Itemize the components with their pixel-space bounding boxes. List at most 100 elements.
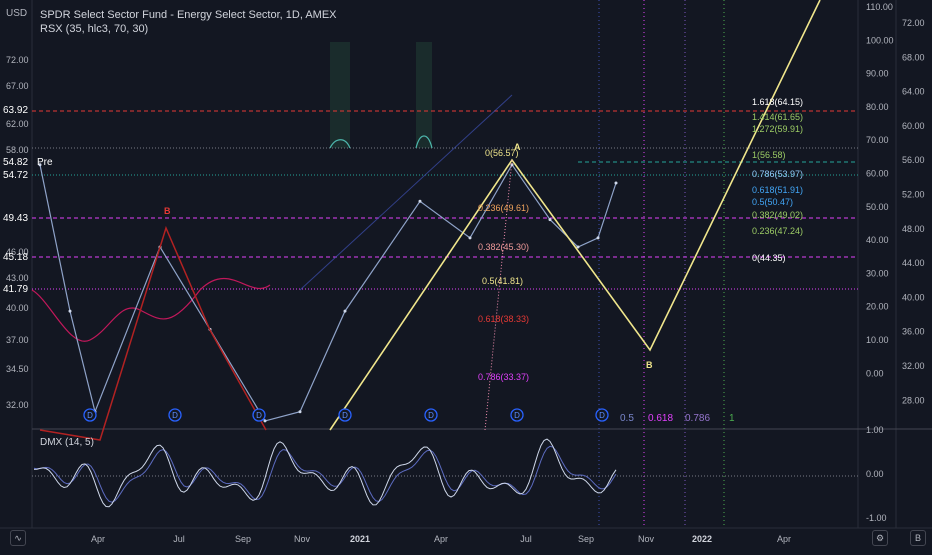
time-axis-tick: Jul — [173, 534, 185, 544]
chart-title: SPDR Select Sector Fund - Energy Select … — [40, 9, 337, 21]
left-axis-tick: 46.00 — [6, 247, 29, 257]
fib-extension-label: 1.272(59.91) — [752, 124, 803, 134]
time-fib-label: 0.786 — [685, 413, 710, 424]
time-axis-tick: Jul — [520, 534, 532, 544]
fib-extension-label: 1(56.58) — [752, 150, 786, 160]
chart-header: SPDR Select Sector Fund - Energy Select … — [40, 8, 337, 36]
fib-retracement-label: 0.382(45.30) — [478, 242, 529, 252]
left-axis-tick: 40.00 — [6, 303, 29, 313]
right-price-tick: 68.00 — [902, 52, 925, 62]
right-rsx-tick: 50.00 — [866, 202, 889, 212]
fib-extension-label: 0.236(47.24) — [752, 226, 803, 236]
dividend-icon[interactable] — [168, 408, 182, 422]
price-tag-41-79: 41.79 — [3, 284, 29, 295]
time-axis-tick: Nov — [294, 534, 311, 544]
right-rsx-tick: 0.00 — [866, 368, 884, 378]
right-price-tick: 64.00 — [902, 87, 925, 97]
price-point — [263, 419, 267, 423]
time-axis-tick: 2021 — [350, 534, 370, 544]
lower-indicator-label[interactable]: DMX (14, 5) — [40, 437, 94, 448]
price-point — [298, 410, 302, 414]
right-rsx-tick: 90.00 — [866, 69, 889, 79]
price-point — [548, 218, 552, 222]
price-tag-45-18: 45.18 — [3, 252, 29, 263]
dividend-icon[interactable] — [424, 408, 438, 422]
dividend-letter: D — [599, 411, 605, 420]
settings-icon[interactable]: ⚙ — [872, 530, 888, 546]
left-axis-tick: 62.00 — [6, 119, 29, 129]
time-fib-label: 0.618 — [648, 413, 673, 424]
wave-label-b-red: B — [164, 206, 171, 216]
fib-labels: 0(56.57) 0.236(49.61) 0.382(45.30) 0.5(41.8… — [164, 97, 803, 424]
dmx-main-line — [33, 438, 617, 508]
right-price-tick: 60.00 — [902, 121, 925, 131]
time-axis-tick: Sep — [578, 534, 594, 544]
time-axis: Apr Jul Sep Nov 2021 Apr Jul Sep Nov 2022 Apr — [91, 534, 791, 544]
right-rsx-tick: 10.00 — [866, 335, 889, 345]
right-rsx-tick: 70.00 — [866, 135, 889, 145]
log-scale-icon[interactable]: B — [910, 530, 926, 546]
fib-retracement-label: 0.786(33.37) — [478, 372, 529, 382]
right-rsx-tick: 30.00 — [866, 268, 889, 278]
dividend-letter: D — [172, 411, 178, 420]
price-tag-63-92: 63.92 — [3, 105, 29, 116]
right-rsx-tick: 60.00 — [866, 169, 889, 179]
fib-trend-dotted — [484, 159, 513, 431]
rsx-band-1 — [330, 42, 350, 148]
price-point — [468, 236, 472, 240]
red-wave-line — [39, 225, 267, 441]
right-price-tick: 32.00 — [902, 361, 925, 371]
dividend-icon[interactable] — [595, 408, 609, 422]
price-tag-54-72: 54.72 — [3, 170, 29, 181]
fib-extension-label: 0.5(50.47) — [752, 197, 793, 207]
right-rsx-axis: 110.00 100.00 90.00 80.00 70.00 60.00 50.00 40.… — [866, 2, 894, 378]
fib-retracement-label: 0.618(38.33) — [478, 314, 529, 324]
right-rsx-tick: 20.00 — [866, 302, 889, 312]
dividend-letter: D — [342, 411, 348, 420]
fib-retracement-label: 0(56.57) — [485, 148, 519, 158]
right-price-tick: 72.00 — [902, 18, 925, 28]
rsx-band-2 — [416, 42, 432, 148]
dmx-signal-line — [33, 445, 617, 503]
lower-axis-tick: -1.00 — [866, 513, 887, 523]
price-point — [68, 309, 72, 313]
left-axis-tick: 43.00 — [6, 273, 29, 283]
time-fib-label: 0.5 — [620, 413, 634, 424]
dmx-series — [33, 438, 617, 508]
fib-retracement-label: 0.5(41.81) — [482, 276, 523, 286]
left-axis-tick: 32.00 — [6, 400, 29, 410]
right-price-tick: 28.00 — [902, 395, 925, 405]
dividend-icon[interactable] — [252, 408, 266, 422]
fib-retracement-label: 0.236(49.61) — [478, 203, 529, 213]
tradingview-logo-icon[interactable]: ∿ — [10, 530, 26, 546]
right-rsx-tick: 80.00 — [866, 102, 889, 112]
time-axis-tick: Apr — [434, 534, 448, 544]
indicator-label[interactable]: RSX (35, hlc3, 70, 30) — [40, 23, 149, 35]
dividend-icon[interactable] — [510, 408, 524, 422]
channel-line — [299, 94, 513, 291]
dividend-icon[interactable] — [338, 408, 352, 422]
dividend-icon[interactable] — [83, 408, 97, 422]
lower-indicator-axis: 1.00 0.00 -1.00 — [32, 425, 887, 523]
time-axis-tick: Apr — [91, 534, 105, 544]
lower-axis-tick: 0.00 — [866, 469, 884, 479]
lower-axis-tick: 1.00 — [866, 425, 884, 435]
premarket-tag: Pre — [37, 157, 53, 168]
right-price-tick: 36.00 — [902, 327, 925, 337]
wave-label-a: A — [514, 142, 521, 152]
fib-extension-label: 0.382(49.02) — [752, 210, 803, 220]
right-price-tick: 52.00 — [902, 190, 925, 200]
left-price-axis: 72.00 67.00 62.00 58.00 46.00 43.00 40.00 37.00… — [6, 55, 29, 410]
price-point — [418, 199, 422, 203]
left-axis-tick: 34.50 — [6, 364, 29, 374]
yellow-wave-line — [329, 0, 821, 431]
right-price-tick: 40.00 — [902, 292, 925, 302]
right-price-axis: 72.00 68.00 64.00 60.00 56.00 52.00 48.00 44.00… — [902, 18, 925, 405]
price-tag-54-82: 54.82 — [3, 157, 29, 168]
time-axis-tick: 2022 — [692, 534, 712, 544]
currency-label: USD — [6, 8, 28, 19]
dividend-letter: D — [428, 411, 434, 420]
